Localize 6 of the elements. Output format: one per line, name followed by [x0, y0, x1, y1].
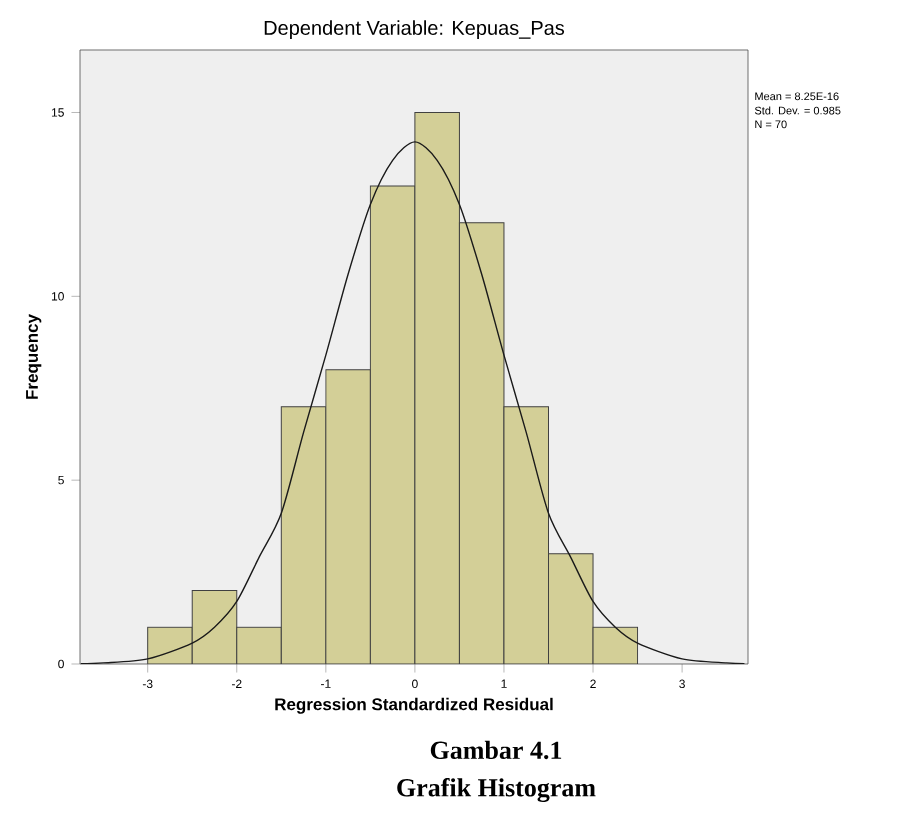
x-axis-title: Regression Standardized Residual	[275, 697, 553, 714]
line-series	[80, 141, 746, 664]
text: Gambar 4.1	[430, 740, 562, 760]
text: Grafik Histogram	[397, 777, 596, 803]
chart-title: Dependent Variable: Kepuas_Pas	[264, 20, 565, 39]
y-axis-title: Frequency	[26, 314, 42, 399]
